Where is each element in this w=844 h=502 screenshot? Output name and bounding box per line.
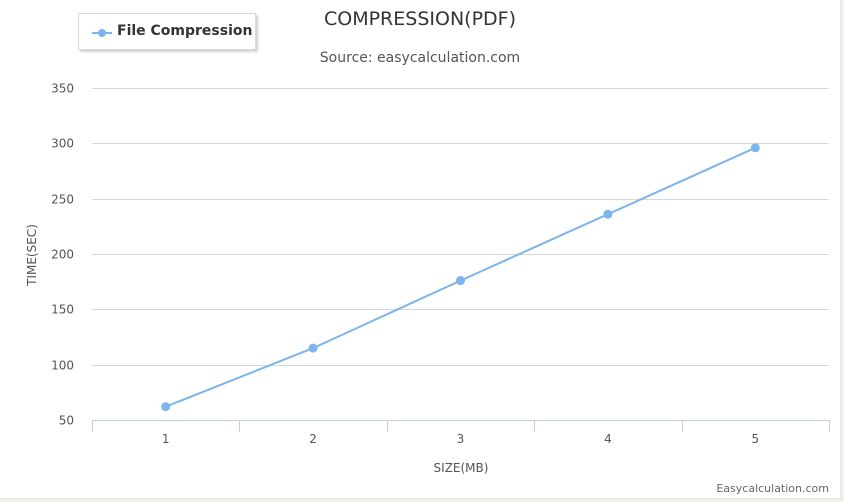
y-tick-label: 100 <box>51 359 74 373</box>
legend-item-file-compression[interactable]: File Compression <box>117 23 253 39</box>
chart-subtitle: Source: easycalculation.com <box>319 50 521 66</box>
x-tick-label: 1 <box>162 432 170 446</box>
x-tick-label: 5 <box>751 432 759 446</box>
y-axis-title: TIME(SEC) <box>25 224 39 287</box>
data-point[interactable] <box>456 276 465 286</box>
x-tick-label: 4 <box>604 432 612 446</box>
data-point[interactable] <box>161 402 171 412</box>
x-tick-label: 2 <box>309 432 317 446</box>
x-axis-ticks: 1 2 3 4 5 <box>162 432 759 446</box>
y-tick-label: 200 <box>51 248 74 262</box>
legend[interactable]: File Compression <box>78 13 256 50</box>
x-axis-title: SIZE(MB) <box>434 461 489 475</box>
x-axis <box>92 420 830 432</box>
y-tick-label: 50 <box>59 414 74 428</box>
y-tick-label: 250 <box>51 193 74 207</box>
data-point[interactable] <box>308 343 318 353</box>
chart-title: COMPRESSION(PDF) <box>323 8 516 30</box>
series-file-compression <box>161 143 760 412</box>
data-point[interactable] <box>750 143 760 153</box>
legend-series-icon <box>92 29 112 37</box>
y-tick-label: 300 <box>51 137 74 151</box>
y-axis-ticks: 50 100 150 200 250 300 350 <box>51 82 74 428</box>
grid-lines <box>92 88 829 366</box>
x-tick-label: 3 <box>457 432 465 446</box>
y-tick-label: 350 <box>51 82 74 96</box>
data-point[interactable] <box>603 209 613 219</box>
credit-link[interactable]: Easycalculation.com <box>716 482 829 495</box>
y-tick-label: 150 <box>51 303 74 317</box>
